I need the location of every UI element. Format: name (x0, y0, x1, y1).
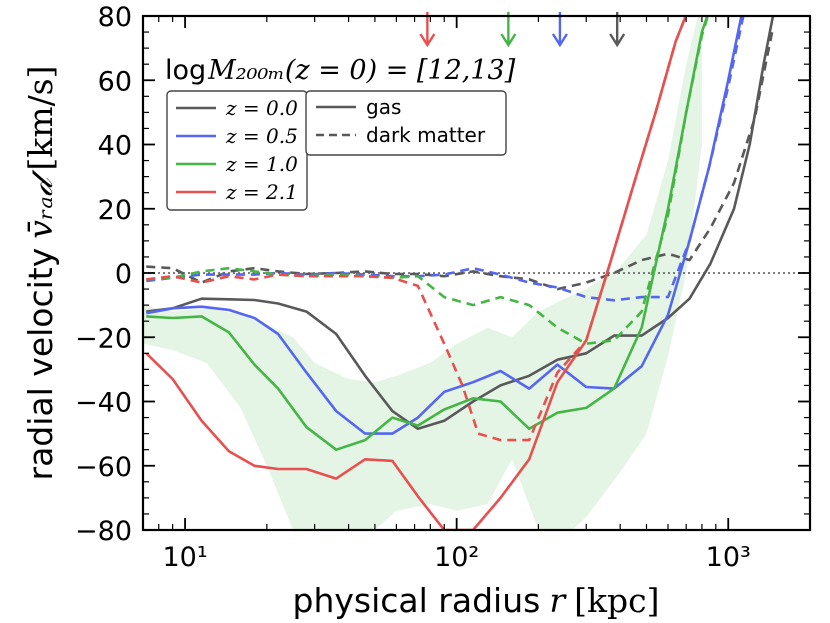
arrow-head (500, 33, 517, 48)
series-line-gas-z-2-1 (145, 16, 688, 530)
legend-dm-label: dark matter (366, 123, 486, 147)
series-line-gas-z-1-0 (146, 16, 709, 451)
y-tick-label: 20 (98, 195, 132, 226)
arrow-head (419, 33, 436, 48)
series-line-dm-z-2-1 (146, 16, 688, 442)
x-axis-label-unit: [kpc] (574, 581, 659, 620)
y-tick-label: −40 (75, 388, 132, 419)
virial-radius-arrow-z-0-5 (551, 12, 568, 48)
legend-label: z = 0.0 (225, 96, 298, 120)
x-axis-label-text: physical radius (293, 581, 541, 620)
series-line-gas-z-0-5 (146, 16, 743, 435)
x-axis-label-var: r (549, 581, 567, 620)
x-tick-label: 10¹ (162, 542, 207, 573)
legend-redshift: z = 0.0 z = 0.5 z = 1.0 z = 2.1 (166, 90, 308, 211)
virial-radius-arrow-z-2-1 (419, 12, 436, 48)
arrow-head (551, 33, 568, 48)
arrow-head (609, 33, 626, 48)
x-axis-label: physical radius r [kpc] (293, 581, 660, 620)
y-axis-label: radial velocity v̄ᵣₐ𝒹[km/s] (21, 65, 60, 480)
y-axis-label-text: radial velocity (21, 248, 60, 481)
y-tick-label: −80 (75, 516, 132, 547)
x-tick-label: 10² (434, 542, 479, 573)
y-axis-label-unit: [km/s] (21, 65, 60, 170)
y-tick-label: −20 (75, 323, 132, 354)
x-tick-label: 10³ (706, 542, 751, 573)
y-axis-label-var: v̄ᵣₐ𝒹 (21, 169, 60, 238)
legend-label: z = 1.0 (225, 152, 298, 176)
scatter-band-z1 (143, 16, 702, 530)
legend-gas-label: gas (366, 95, 401, 119)
series-line-dm-z-1-0 (146, 16, 710, 345)
series-line-gas-z-0-0 (146, 16, 775, 431)
y-tick-label: 0 (115, 259, 132, 290)
y-tick-label: 60 (98, 66, 132, 97)
y-tick-label: 40 (98, 131, 132, 162)
series-line-dm-z-0-0 (146, 31, 774, 291)
title-mass: M₂₀₀ₘ(z = 0) = [12,13] (207, 55, 516, 86)
virial-radius-arrow-z-0-0 (609, 12, 626, 48)
legend-style: gas dark matter (305, 90, 507, 156)
legend-label: z = 2.1 (225, 180, 298, 204)
legend-label: z = 0.5 (225, 124, 298, 148)
chart-title: logM₂₀₀ₘ(z = 0) = [12,13] (165, 55, 516, 86)
y-tick-label: 80 (98, 2, 132, 33)
y-tick-label: −60 (75, 452, 132, 483)
virial-radius-arrow-z-1-0 (500, 12, 517, 48)
title-log: log (165, 55, 206, 86)
